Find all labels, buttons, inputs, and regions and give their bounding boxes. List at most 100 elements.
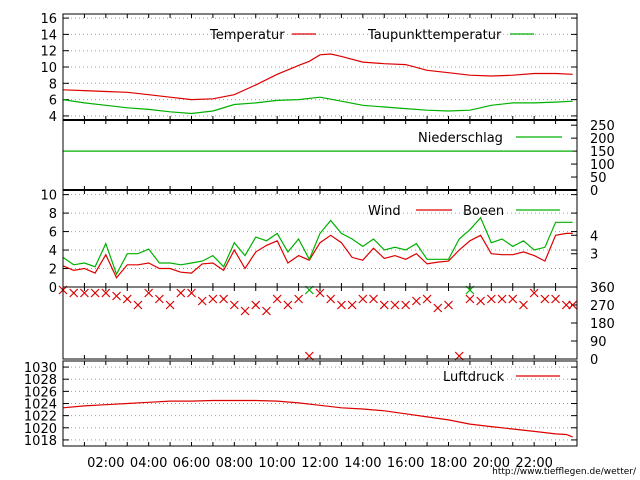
- winddir-marker: [315, 288, 325, 298]
- winddir-marker: [358, 294, 368, 304]
- wind-legend-label: Wind: [368, 204, 401, 219]
- temp-ytick-label: 6: [49, 94, 57, 109]
- winddir-marker: [336, 300, 346, 310]
- winddir-marker: [444, 300, 453, 310]
- winddir-marker: [465, 294, 475, 304]
- wind-ytick-label: 4: [49, 244, 57, 259]
- winddir-marker: [519, 300, 528, 310]
- winddir-ytick-label-right: 360: [590, 281, 615, 296]
- luftdruck-ytick-label: 1022: [24, 410, 57, 425]
- x-tick-label: 22:00: [515, 456, 552, 471]
- x-tick-label: 08:00: [216, 456, 253, 471]
- niederschlag-ytick-label-right: 50: [590, 171, 607, 186]
- wind-ytick-label: 8: [49, 207, 57, 222]
- winddir-marker: [240, 306, 250, 316]
- winddir-marker: [165, 300, 175, 310]
- winddir-marker: [390, 300, 400, 310]
- winddir-marker: [219, 294, 229, 304]
- luftdruck-ytick-label: 1018: [24, 434, 57, 449]
- winddir-marker: [208, 294, 218, 304]
- niederschlag-ytick-label-right: 200: [590, 132, 615, 147]
- x-tick-label: 16:00: [387, 456, 424, 471]
- winddir-ytick-label-right: 90: [590, 335, 607, 350]
- x-tick-label: 18:00: [430, 456, 467, 471]
- wind-ytick-label-right: 4: [590, 229, 598, 244]
- winddir-frame: [62, 286, 578, 360]
- winddir-marker: [422, 294, 432, 304]
- temp-series-0: [62, 53, 573, 101]
- winddir-marker: [176, 288, 186, 298]
- winddir-marker: [272, 294, 282, 304]
- winddir-marker: [90, 288, 100, 298]
- x-tick-label: 12:00: [301, 456, 338, 471]
- wind-ytick-label-right: 3: [590, 248, 598, 263]
- temp-ytick-label: 12: [40, 45, 57, 60]
- temp-legend-label: Taupunkttemperatur: [367, 28, 502, 43]
- temp-ytick-label: 4: [49, 110, 57, 125]
- luftdruck-legend-label: Luftdruck: [443, 370, 505, 385]
- wind-ytick-label: 2: [49, 263, 57, 278]
- winddir-marker: [369, 294, 378, 304]
- winddir-ytick-label-right: 270: [590, 299, 615, 314]
- luftdruck-ytick-label: 1026: [24, 385, 57, 400]
- luftdruck-frame: [62, 360, 578, 447]
- winddir-marker: [154, 294, 164, 304]
- winddir-marker: [229, 300, 239, 310]
- x-tick-label: 04:00: [130, 456, 167, 471]
- niederschlag-ytick-label-right: 0: [590, 184, 598, 199]
- winddir-marker: [379, 300, 389, 310]
- wind-legend-label: Boeen: [463, 204, 504, 219]
- wind-series-0: [62, 232, 573, 279]
- winddir-marker: [561, 300, 571, 310]
- winddir-marker: [486, 294, 496, 304]
- winddir-marker: [476, 296, 486, 306]
- niederschlag-ytick-label-right: 250: [590, 119, 615, 134]
- source-url: http://www.tiefflegen.de/wetter/: [492, 467, 637, 477]
- winddir-marker: [144, 288, 154, 298]
- winddir-marker: [551, 294, 561, 304]
- wind-ytick-label: 10: [40, 189, 57, 204]
- temp-ytick-label: 10: [40, 61, 57, 76]
- winddir-marker: [283, 300, 293, 310]
- temp-ytick-label: 14: [40, 28, 57, 43]
- winddir-marker: [251, 300, 261, 310]
- luftdruck-ytick-label: 1020: [24, 422, 57, 437]
- winddir-marker: [401, 300, 411, 310]
- winddir-marker: [79, 288, 89, 298]
- winddir-ytick-label-right: 0: [590, 353, 598, 368]
- niederschlag-legend-label: Niederschlag: [418, 131, 503, 146]
- x-tick-label: 10:00: [258, 456, 295, 471]
- winddir-marker: [497, 294, 507, 304]
- winddir-marker: [294, 294, 304, 304]
- niederschlag-ytick-label-right: 100: [590, 158, 615, 173]
- temp-ytick-label: 8: [49, 77, 57, 92]
- x-tick-label: 20:00: [473, 456, 510, 471]
- winddir-marker: [347, 300, 357, 310]
- winddir-marker: [69, 288, 79, 298]
- wind-series-1: [62, 216, 573, 276]
- winddir-marker: [540, 294, 550, 304]
- niederschlag-ytick-label-right: 150: [590, 145, 615, 160]
- temp-legend-label: Temperatur: [209, 28, 285, 43]
- temp-ytick-label: 16: [40, 12, 57, 27]
- winddir-marker: [568, 300, 578, 310]
- winddir-marker: [112, 291, 121, 301]
- x-tick-label: 14:00: [344, 456, 381, 471]
- winddir-marker: [529, 288, 539, 298]
- winddir-marker: [197, 296, 207, 306]
- luftdruck-series-0: [62, 399, 573, 438]
- wind-ytick-label: 0: [49, 281, 57, 296]
- winddir-marker: [187, 288, 196, 298]
- winddir-marker: [508, 294, 518, 304]
- winddir-ytick-label-right: 180: [590, 317, 615, 332]
- winddir-marker: [433, 303, 443, 313]
- winddir-marker: [122, 294, 132, 304]
- winddir-marker: [326, 294, 336, 304]
- wind-ytick-label: 6: [49, 226, 57, 241]
- winddir-marker: [262, 306, 271, 316]
- luftdruck-ytick-label: 1028: [24, 373, 57, 388]
- winddir-marker: [133, 300, 143, 310]
